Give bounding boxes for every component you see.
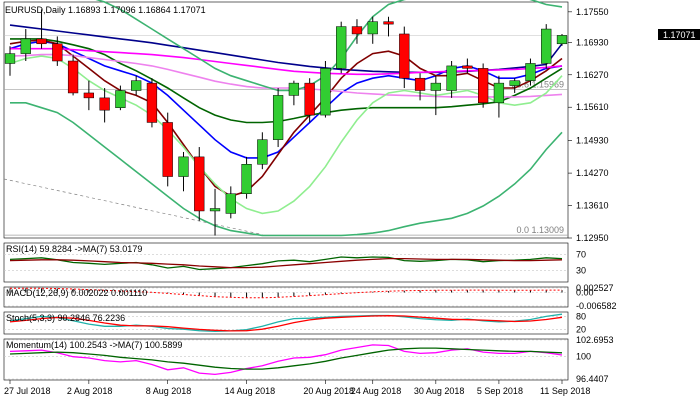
indicator-tick-label: 0.002527 [576, 283, 614, 293]
indicator-title: MACD(12,26,9) 0.002022 0.001110 [6, 288, 147, 298]
date-tick-label: 24 Aug 2018 [351, 386, 402, 396]
candle-body [493, 82, 505, 104]
date-tick-label: 14 Aug 2018 [225, 386, 276, 396]
candle-body [446, 65, 457, 91]
date-tick-label: 30 Aug 2018 [414, 386, 465, 396]
indicator-tick-label: -0.006582 [576, 301, 617, 311]
candle-body [131, 80, 142, 91]
candle-body [351, 26, 363, 35]
candle-body [146, 82, 158, 123]
candle-body [225, 193, 236, 214]
overlay-line [9, 39, 563, 198]
candle-body [367, 21, 378, 35]
overlay-line [95, 0, 563, 92]
candle-body [36, 38, 47, 45]
date-tick-label: 20 Aug 2018 [303, 386, 354, 396]
moving-average-overlays [9, 0, 563, 237]
candle-body [556, 35, 568, 45]
indicator-tick-label: 102.6953 [576, 335, 614, 345]
candle-body [194, 156, 205, 212]
price-tick-label: 1.14270 [576, 168, 609, 178]
candle-body [67, 60, 79, 94]
candle-body [162, 122, 173, 177]
indicator-tick-label: 20 [576, 325, 586, 335]
indicator-panel-frame [3, 338, 569, 381]
indicator-panel-frame [3, 242, 569, 283]
indicator-title: Momentum(14) 100.2543 ->MA(7) 100.5899 [6, 340, 182, 350]
candle-body [83, 92, 94, 99]
trend-line [3, 178, 263, 235]
price-tick-label: 1.15610 [576, 102, 609, 112]
indicator-tick-label: 70 [576, 250, 586, 260]
candle-body [336, 26, 347, 69]
chart-header: EURUSD,Daily 1.16893 1.17096 1.16864 1.1… [5, 5, 206, 15]
price-axis: 1.17550 1.16930 1.16270 1.15610 1.14930 1.142… [568, 7, 609, 243]
indicator-line [9, 257, 563, 269]
price-tick-label: 1.12950 [576, 233, 609, 243]
candle-body [4, 53, 16, 64]
current-price-label: 1.17071 [663, 30, 696, 40]
candle-body [525, 63, 536, 81]
candle-body [272, 95, 284, 140]
candle-body [241, 164, 252, 194]
candle-body [257, 139, 268, 165]
macd-signal-line [10, 287, 562, 299]
candle-body [430, 82, 441, 91]
candle-body [383, 21, 394, 25]
overlay-line [10, 47, 563, 76]
indicator-tick-label: 96.4407 [576, 374, 609, 384]
candle-body [52, 43, 63, 62]
overlay-line [10, 102, 563, 237]
indicator-tick-label: 0.00 [576, 287, 594, 297]
candle-body [209, 208, 221, 212]
price-tick-label: 1.16930 [576, 37, 609, 47]
candle-body [320, 68, 331, 116]
fib-level-label: 0.0 1.13009 [516, 225, 564, 235]
fib-level-label: 23.6 1.15969 [511, 80, 564, 90]
price-tick-label: 1.17550 [576, 7, 609, 17]
indicator-title: Stoch(5,3,3) 90.2846 76.2236 [6, 313, 125, 323]
indicator-line [9, 347, 563, 370]
date-tick-label: 8 Aug 2018 [146, 386, 192, 396]
main-panel-frame [3, 1, 569, 239]
overlay-line [10, 38, 563, 124]
candle-body [462, 65, 473, 69]
indicator-title: RSI(14) 59.8284 ->MA(7) 53.0179 [6, 244, 142, 254]
overlay-line [9, 53, 563, 98]
indicator-tick-label: 80 [576, 311, 586, 321]
indicator-panel-frame [3, 286, 569, 308]
candle-body [178, 156, 189, 177]
price-tick-label: 1.14930 [576, 136, 609, 146]
candle-body [304, 82, 315, 116]
candle-body [509, 80, 520, 86]
price-tick-label: 1.16270 [576, 70, 609, 80]
candle-body [288, 82, 300, 96]
candlesticks [4, 9, 568, 236]
date-tick-label: 27 Jul 2018 [4, 386, 51, 396]
indicator-line [9, 315, 563, 332]
candle-body [399, 33, 410, 79]
candle-body [478, 68, 489, 104]
candle-body [20, 38, 31, 54]
price-tick-label: 1.13610 [576, 201, 609, 211]
indicator-tick-label: 100 [576, 352, 591, 362]
candle-body [541, 28, 552, 64]
candle-body [414, 77, 426, 91]
date-tick-label: 2 Aug 2018 [67, 386, 113, 396]
candle-body [115, 90, 126, 108]
current-price-badge [658, 29, 700, 40]
indicator-tick-label: 30 [576, 265, 586, 275]
candle-body [99, 97, 110, 111]
date-tick-label: 11 Sep 2018 [540, 386, 590, 396]
indicator-panel-frame [3, 311, 569, 335]
date-tick-label: 5 Sep 2018 [477, 386, 523, 396]
date-axis: 27 Jul 2018 2 Aug 2018 8 Aug 2018 14 Aug 20… [4, 380, 590, 396]
overlay-line [9, 55, 563, 215]
